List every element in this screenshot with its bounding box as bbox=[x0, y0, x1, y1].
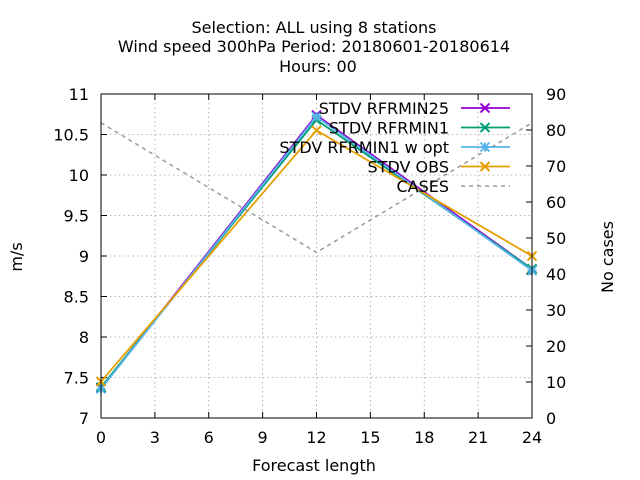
x-tick-label: 21 bbox=[468, 428, 488, 447]
x-tick-label: 3 bbox=[150, 428, 160, 447]
y-tick-label: 8 bbox=[79, 328, 89, 347]
y2-tick-label: 10 bbox=[546, 373, 566, 392]
chart-title-line-1: Selection: ALL using 8 stations bbox=[191, 18, 436, 37]
y-tick-label: 7.5 bbox=[64, 369, 89, 388]
y-tick-label: 9.5 bbox=[64, 207, 89, 226]
y-tick-label: 9 bbox=[79, 247, 89, 266]
x-tick-label: 9 bbox=[258, 428, 268, 447]
x-tick-label: 12 bbox=[306, 428, 326, 447]
y2-tick-label: 40 bbox=[546, 265, 566, 284]
grid-lines bbox=[101, 94, 532, 418]
y2-axis-label: No cases bbox=[598, 221, 617, 293]
data-point-marker bbox=[479, 161, 491, 172]
x-tick-label: 18 bbox=[414, 428, 434, 447]
y2-tick-label: 0 bbox=[546, 409, 556, 428]
legend-label: STDV OBS bbox=[368, 158, 449, 177]
legend-label: STDV RFRMIN25 bbox=[319, 99, 449, 118]
y2-tick-label: 90 bbox=[546, 85, 566, 104]
y-tick-label: 11 bbox=[69, 85, 89, 104]
y2-tick-label: 30 bbox=[546, 301, 566, 320]
y2-tick-label: 50 bbox=[546, 229, 566, 248]
x-tick-label: 15 bbox=[360, 428, 380, 447]
x-tick-label: 6 bbox=[204, 428, 214, 447]
legend-label: CASES bbox=[396, 177, 449, 196]
tick-labels: 0 3 6 9 12 15 18 21 24 7 7.5 8 8.5 9 9.5 10 10.5 11 0 10 20 3… bbox=[53, 85, 566, 447]
data-point-marker bbox=[311, 125, 322, 136]
chart-title-line-3: Hours: 00 bbox=[279, 57, 357, 76]
data-point-marker bbox=[311, 111, 322, 122]
y2-tick-label: 70 bbox=[546, 157, 566, 176]
x-tick-label: 0 bbox=[96, 428, 106, 447]
y2-tick-label: 20 bbox=[546, 337, 566, 356]
series-line bbox=[100, 122, 533, 254]
x-tick-label: 24 bbox=[522, 428, 542, 447]
data-point-marker bbox=[479, 141, 491, 153]
y-tick-label: 7 bbox=[79, 409, 89, 428]
y2-tick-label: 60 bbox=[546, 193, 566, 212]
y-axis-label: m/s bbox=[7, 242, 26, 271]
y-tick-label: 10.5 bbox=[53, 126, 89, 145]
plot-frame bbox=[100, 93, 533, 419]
legend-label: STDV RFRMIN1 w opt bbox=[279, 138, 449, 157]
y2-tick-label: 80 bbox=[546, 121, 566, 140]
legend-label: STDV RFRMIN1 bbox=[329, 119, 449, 138]
data-point-marker bbox=[479, 102, 491, 114]
y-tick-label: 10 bbox=[69, 166, 89, 185]
data-point-marker bbox=[479, 122, 491, 133]
x-axis-label: Forecast length bbox=[252, 456, 376, 475]
chart-title-line-2: Wind speed 300hPa Period: 20180601-20180… bbox=[118, 37, 510, 56]
y-tick-label: 8.5 bbox=[64, 288, 89, 307]
